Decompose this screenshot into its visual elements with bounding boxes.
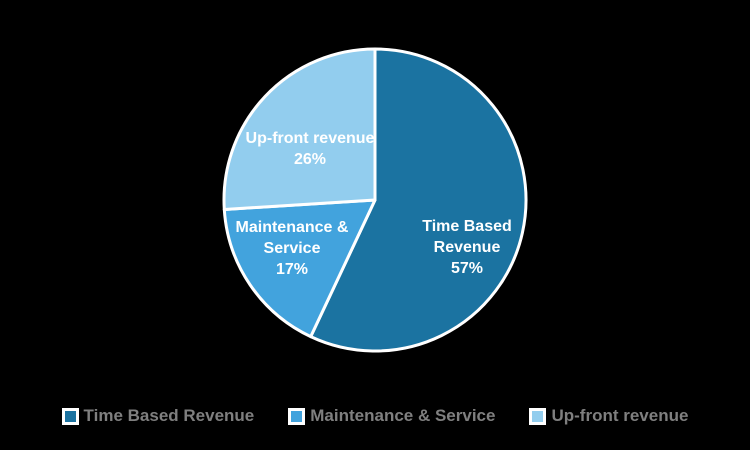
pie-slice-up-front-revenue[interactable] xyxy=(222,47,377,211)
pie-slice-time-based-revenue[interactable] xyxy=(309,47,528,353)
legend-label: Maintenance & Service xyxy=(310,406,496,425)
legend-item-time-based-revenue[interactable]: Time Based Revenue xyxy=(61,406,255,426)
legend-swatch-icon xyxy=(288,407,306,425)
legend-swatch-icon xyxy=(61,407,79,425)
legend-swatch-icon xyxy=(529,407,547,425)
pie-slice-maintenance-service[interactable] xyxy=(222,198,377,339)
legend-item-maintenance-service[interactable]: Maintenance & Service xyxy=(288,406,495,426)
chart-legend: Time Based Revenue Maintenance & Service… xyxy=(0,406,750,426)
legend-item-up-front-revenue[interactable]: Up-front revenue xyxy=(529,406,688,426)
legend-label: Time Based Revenue xyxy=(83,406,255,425)
legend-label: Up-front revenue xyxy=(551,406,689,425)
